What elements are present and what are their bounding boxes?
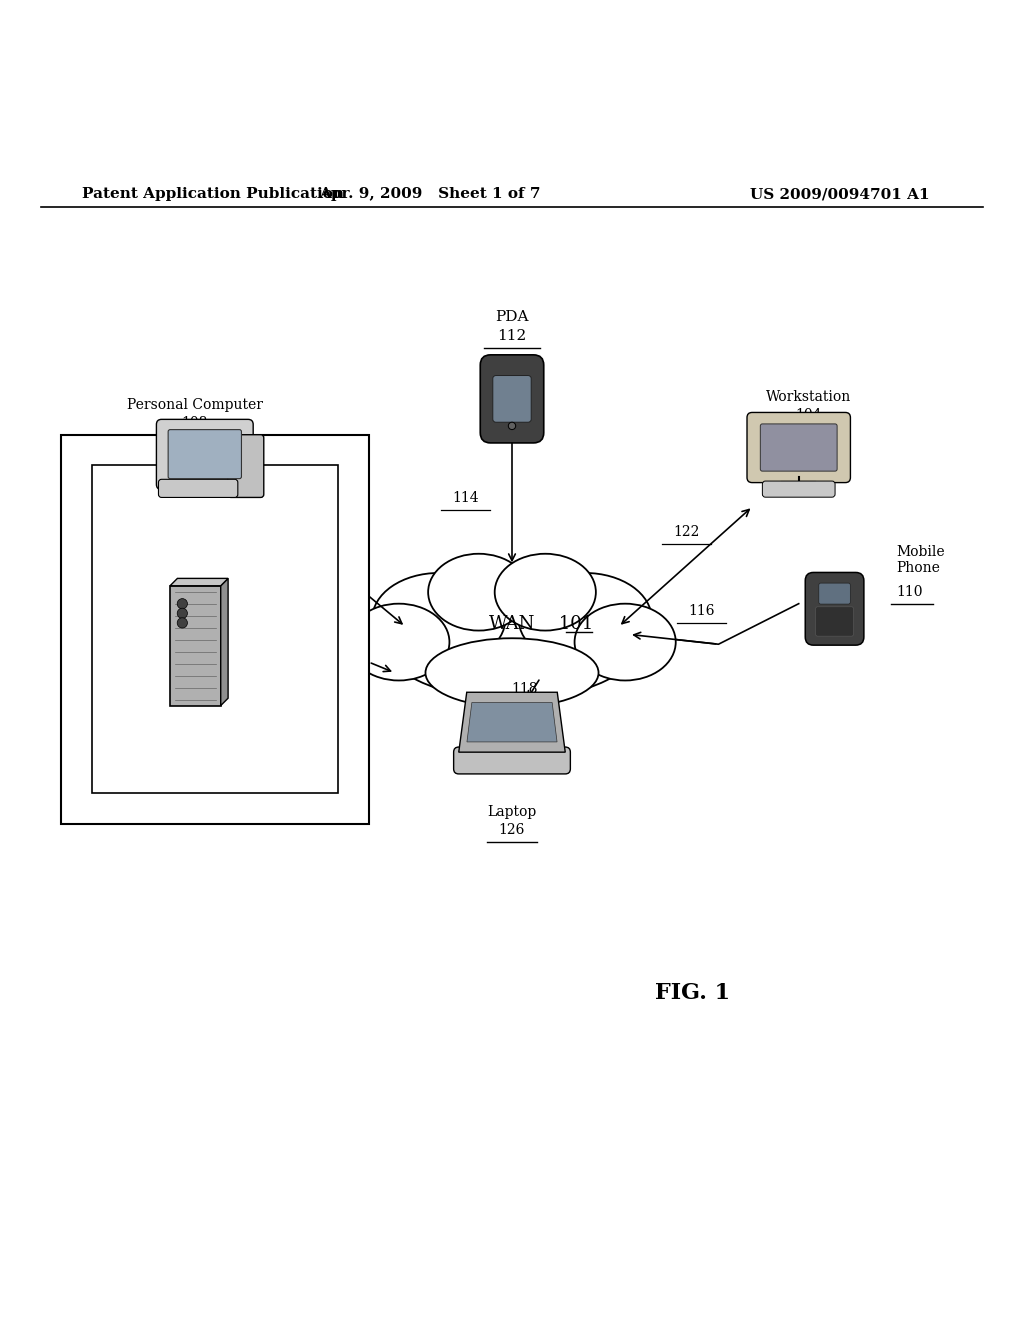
Ellipse shape	[379, 569, 645, 700]
Text: FIG. 1: FIG. 1	[655, 982, 730, 1003]
Text: PDA: PDA	[496, 310, 528, 325]
Ellipse shape	[428, 554, 529, 631]
Text: 122: 122	[673, 525, 699, 539]
FancyBboxPatch shape	[159, 479, 238, 498]
Text: Personal Computer: Personal Computer	[127, 399, 262, 412]
FancyBboxPatch shape	[168, 429, 242, 479]
Text: 116: 116	[688, 603, 715, 618]
Circle shape	[177, 598, 187, 609]
FancyBboxPatch shape	[170, 586, 221, 706]
Ellipse shape	[348, 603, 450, 681]
Ellipse shape	[495, 554, 596, 631]
Text: 112: 112	[498, 329, 526, 343]
Polygon shape	[467, 702, 557, 742]
Text: Computer: Computer	[189, 678, 253, 692]
Ellipse shape	[518, 573, 652, 665]
FancyBboxPatch shape	[761, 424, 837, 471]
Polygon shape	[221, 578, 228, 706]
Text: Apr. 9, 2009   Sheet 1 of 7: Apr. 9, 2009 Sheet 1 of 7	[319, 187, 541, 201]
FancyBboxPatch shape	[815, 607, 854, 636]
Circle shape	[508, 422, 516, 429]
Circle shape	[177, 618, 187, 628]
Text: 188: 188	[202, 466, 228, 479]
Text: 108: 108	[181, 416, 208, 429]
Text: WAN: WAN	[488, 615, 536, 634]
Ellipse shape	[426, 639, 598, 708]
Text: Bank Vault: Bank Vault	[177, 447, 253, 461]
Text: 110: 110	[896, 585, 923, 598]
FancyBboxPatch shape	[805, 573, 864, 645]
FancyBboxPatch shape	[493, 375, 531, 422]
Text: Laptop: Laptop	[487, 805, 537, 818]
FancyBboxPatch shape	[454, 747, 570, 774]
FancyBboxPatch shape	[480, 355, 544, 444]
Text: 128: 128	[333, 624, 359, 639]
Text: Mobile
Phone: Mobile Phone	[896, 545, 944, 576]
FancyBboxPatch shape	[157, 420, 253, 490]
Text: US 2009/0094701 A1: US 2009/0094701 A1	[750, 187, 930, 201]
Text: 186: 186	[203, 494, 227, 507]
FancyBboxPatch shape	[762, 480, 836, 498]
Text: 104: 104	[796, 408, 822, 422]
Ellipse shape	[574, 603, 676, 681]
Text: 106: 106	[261, 678, 285, 692]
Text: 118: 118	[511, 681, 538, 696]
Polygon shape	[459, 692, 565, 752]
FancyBboxPatch shape	[819, 583, 850, 605]
Text: 101: 101	[553, 615, 593, 634]
Ellipse shape	[373, 573, 506, 665]
Text: Workstation: Workstation	[766, 389, 852, 404]
FancyBboxPatch shape	[227, 434, 264, 498]
FancyBboxPatch shape	[92, 466, 338, 793]
FancyBboxPatch shape	[748, 412, 850, 483]
Circle shape	[177, 609, 187, 619]
Text: Patent Application Publication: Patent Application Publication	[82, 187, 344, 201]
Text: 120: 120	[309, 525, 336, 539]
Text: Safe Deposit Box: Safe Deposit Box	[161, 475, 269, 488]
FancyBboxPatch shape	[61, 434, 369, 824]
Text: 126: 126	[499, 824, 525, 837]
Text: 114: 114	[453, 491, 479, 506]
Polygon shape	[170, 578, 228, 586]
